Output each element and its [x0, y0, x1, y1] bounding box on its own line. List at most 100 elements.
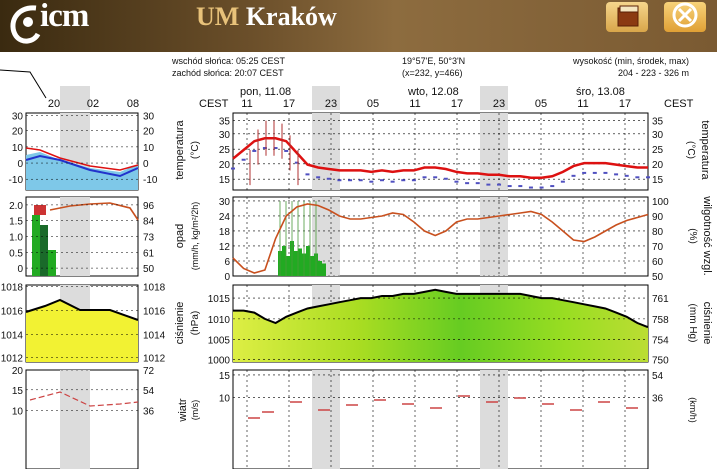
dewpoint-mark-30 [550, 185, 555, 188]
tick-right-wind-0: 54 [652, 371, 664, 382]
precip-bar-1 [282, 245, 286, 276]
tick-right-press-2: 754 [652, 336, 669, 347]
dewpoint-mark-4 [273, 147, 278, 150]
dewpoint-mark-25 [497, 183, 502, 186]
left-hour-1: 02 [87, 98, 99, 110]
left-tick-l-l-precip-3: 0.5 [9, 248, 23, 259]
left-tick-l-l-temp-1: 20 [12, 127, 24, 138]
temperature-line [232, 137, 648, 180]
wind-label: wiatr [177, 398, 189, 423]
dewpoint-mark-14 [379, 179, 384, 182]
tick-right-temp-2: 25 [652, 145, 664, 156]
tick-right-temp-3: 20 [652, 160, 664, 171]
dewpoint-mark-35 [603, 171, 608, 174]
timezone-left: CEST [199, 98, 229, 110]
pressure-label: ciśnienie [174, 302, 186, 345]
dewpoint-mark-10 [337, 179, 342, 182]
night-shade-head-1 [480, 86, 508, 110]
left-tick-l-l-precip-4: 0 [17, 264, 23, 275]
dewpoint-mark-7 [305, 173, 310, 176]
close-icon [672, 2, 698, 28]
left-tick-l-l-precip-2: 1.0 [9, 233, 23, 244]
book-button[interactable] [606, 2, 648, 32]
sunset-text: zachód słońca: 20:07 CEST [172, 68, 284, 78]
humidity-line [232, 203, 649, 274]
dewpoint-mark-26 [507, 185, 512, 188]
dewpoint-mark-38 [635, 176, 640, 179]
dewpoint-mark-3 [262, 147, 267, 150]
tick-left-temp-4: 15 [219, 175, 231, 186]
hour-label-4: 11 [409, 98, 420, 110]
dewpoint-mark-6 [294, 161, 299, 164]
timezone-right: CEST [664, 98, 694, 110]
left-press-area [26, 300, 138, 362]
dewpoint-mark-20 [443, 177, 448, 180]
left-tick-r-l-precip-3: 61 [143, 248, 155, 259]
elevation-info: wysokość (min, środek, max) 204 - 223 - … [573, 55, 689, 79]
dewpoint-mark-17 [411, 179, 416, 182]
left-tick-l-l-press-3: 1012 [1, 353, 24, 364]
dewpoint-mark-15 [390, 180, 395, 183]
header-bar: icm UM Kraków [0, 0, 717, 52]
pressure-line [233, 288, 649, 329]
left-precip-bar-3 [34, 205, 46, 215]
left-tick-l-l-temp-2: 10 [12, 143, 24, 154]
tick-right-precip-1: 90 [652, 212, 664, 223]
humidity-unit: (%) [687, 228, 698, 244]
left-precip-bar-1 [40, 225, 48, 276]
tick-left-temp-1: 30 [219, 130, 231, 141]
precip-bar-7 [306, 245, 310, 276]
night-shade-temp-1 [480, 113, 508, 190]
left-tick-r-l-precip-1: 84 [143, 217, 155, 228]
precip-bar-4 [294, 250, 298, 276]
panel-frame-wind [232, 369, 649, 469]
tick-left-press-0: 1015 [208, 294, 231, 305]
tick-left-temp-2: 25 [219, 145, 231, 156]
tick-left-press-3: 1000 [208, 356, 231, 367]
left-tick-r-l-temp-3: 0 [143, 159, 149, 170]
tick-right-precip-4: 60 [652, 257, 664, 268]
logo-swirl-icon [10, 5, 41, 44]
tick-left-wind-1: 10 [219, 394, 231, 405]
left-tick-l-l-wind-1: 15 [12, 386, 24, 397]
night-shade-precip-1 [480, 197, 508, 276]
tick-right-press-0: 761 [652, 294, 669, 305]
tick-right-precip-0: 100 [652, 197, 669, 208]
book-icon [617, 5, 639, 27]
temperature-unit-right: (°C) [685, 141, 696, 159]
tick-right-precip-2: 80 [652, 227, 664, 238]
left-tick-l-l-press-1: 1016 [1, 306, 24, 317]
tick-left-precip-4: 6 [224, 257, 230, 268]
icm-logo: icm [6, 0, 126, 46]
logo-text: icm [40, 0, 89, 34]
dewpoint-mark-18 [422, 176, 427, 179]
left-tick-r-l-temp-4: -10 [143, 175, 158, 186]
tick-left-wind-0: 15 [219, 371, 231, 382]
coords-text: 19°57'E, 50°3'N [402, 56, 466, 66]
dewpoint-mark-23 [475, 182, 480, 185]
left-tick-l-l-press-2: 1014 [1, 330, 24, 341]
dewpoint-mark-21 [454, 180, 459, 183]
dewpoint-mark-31 [560, 180, 565, 183]
temperature-unit: (°C) [190, 141, 201, 159]
close-button[interactable] [664, 2, 706, 32]
tick-right-temp-1: 30 [652, 130, 664, 141]
left-tick-r-l-precip-0: 96 [143, 201, 155, 212]
temperature-label-right: temperatura [699, 120, 711, 180]
pressure-label-right: ciśnienie [701, 302, 713, 345]
left-tick-l-l-temp-4: -10 [9, 175, 24, 186]
hour-label-5: 17 [451, 98, 463, 110]
left-tick-r-l-press-3: 1012 [143, 353, 166, 364]
dewpoint-mark-19 [433, 176, 438, 179]
precip-bar-10 [318, 260, 322, 276]
left-precip-bar-2 [48, 250, 56, 276]
left-tick-r-l-wind-0: 72 [143, 366, 155, 377]
left-tick-r-l-press-2: 1014 [143, 330, 166, 341]
dewpoint-mark-39 [646, 176, 650, 179]
dewpoint-mark-37 [624, 174, 629, 177]
tick-right-press-3: 750 [652, 356, 669, 367]
precip-label: opad [174, 224, 186, 248]
left-tick-r-l-press-0: 1018 [143, 283, 166, 294]
page-title: UM Kraków [196, 2, 337, 32]
hour-label-0: 11 [241, 98, 252, 110]
